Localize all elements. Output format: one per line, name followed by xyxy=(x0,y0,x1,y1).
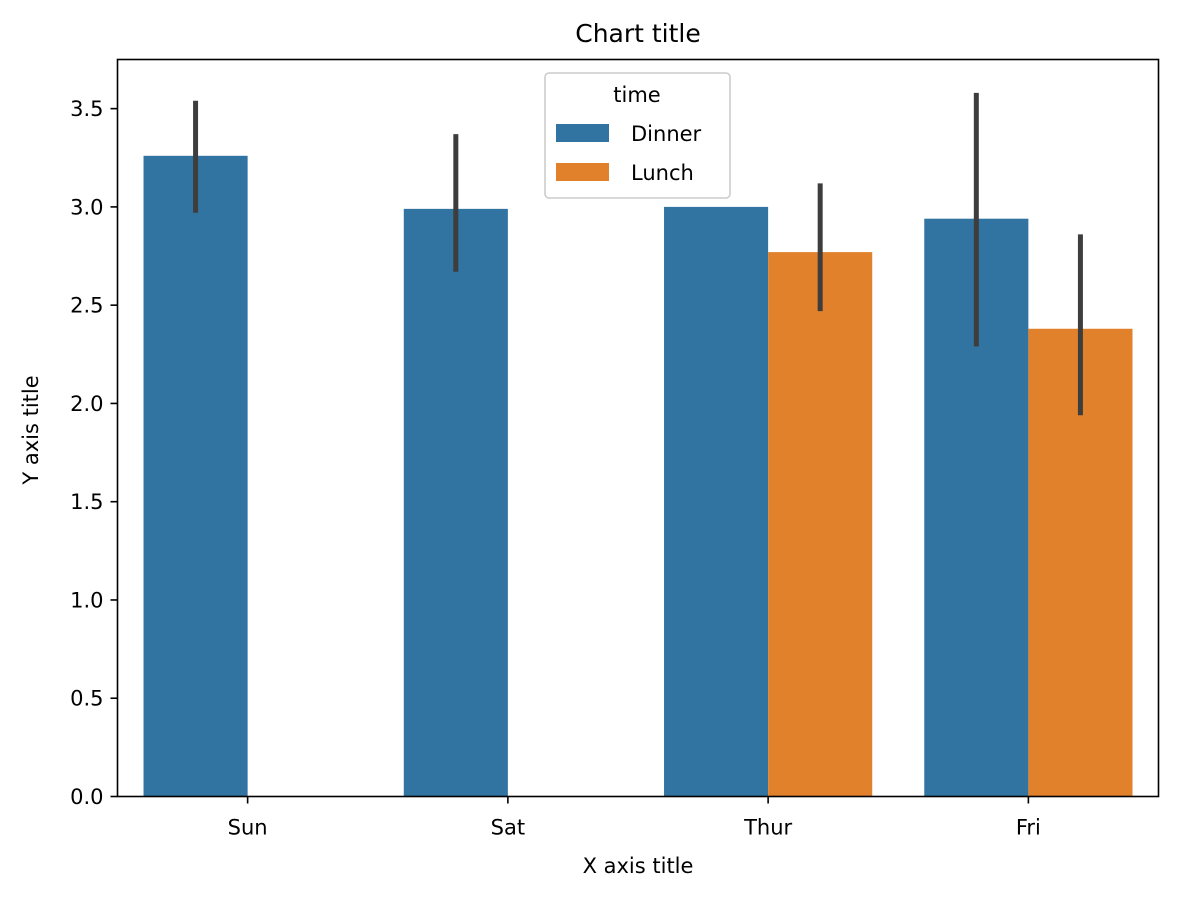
y-tick-label-7: 3.5 xyxy=(70,97,103,121)
y-tick-label-0: 0.0 xyxy=(70,785,103,809)
bars-layer xyxy=(143,155,1133,797)
y-tick-label-5: 2.5 xyxy=(70,294,103,318)
y-tick-label-4: 2.0 xyxy=(70,392,103,416)
legend-label-dinner: Dinner xyxy=(631,122,702,146)
y-tick-label-3: 1.5 xyxy=(70,490,103,514)
error-bars-layer xyxy=(193,92,1083,416)
y-tick-label-6: 3.0 xyxy=(70,195,103,219)
x-axis-title: X axis title xyxy=(583,854,694,878)
legend-swatch-dinner xyxy=(556,124,609,142)
legend-label-lunch: Lunch xyxy=(631,161,694,185)
bar-dinner-thur xyxy=(664,206,769,797)
x-tick-label-sun: Sun xyxy=(228,816,268,840)
chart-title: Chart title xyxy=(575,19,701,48)
bar-dinner-sat xyxy=(403,208,508,797)
x-tick-label-fri: Fri xyxy=(1016,816,1041,840)
x-axis: Sun Sat Thur Fri xyxy=(228,796,1041,840)
plot-frame xyxy=(116,58,1160,798)
y-tick-label-2: 1.0 xyxy=(70,588,103,612)
y-axis: 0.0 0.5 1.0 1.5 2.0 2.5 3.0 3.5 xyxy=(70,97,118,809)
x-tick-label-thur: Thur xyxy=(743,816,792,840)
legend: time Dinner Lunch xyxy=(544,72,731,199)
legend-swatch-lunch xyxy=(556,163,609,181)
y-tick-label-1: 0.5 xyxy=(70,687,103,711)
x-tick-label-sat: Sat xyxy=(491,816,525,840)
y-axis-title: Y axis title xyxy=(19,375,43,485)
bar-lunch-thur xyxy=(768,252,873,797)
legend-title: time xyxy=(613,83,660,107)
bar-dinner-sun xyxy=(143,155,248,797)
